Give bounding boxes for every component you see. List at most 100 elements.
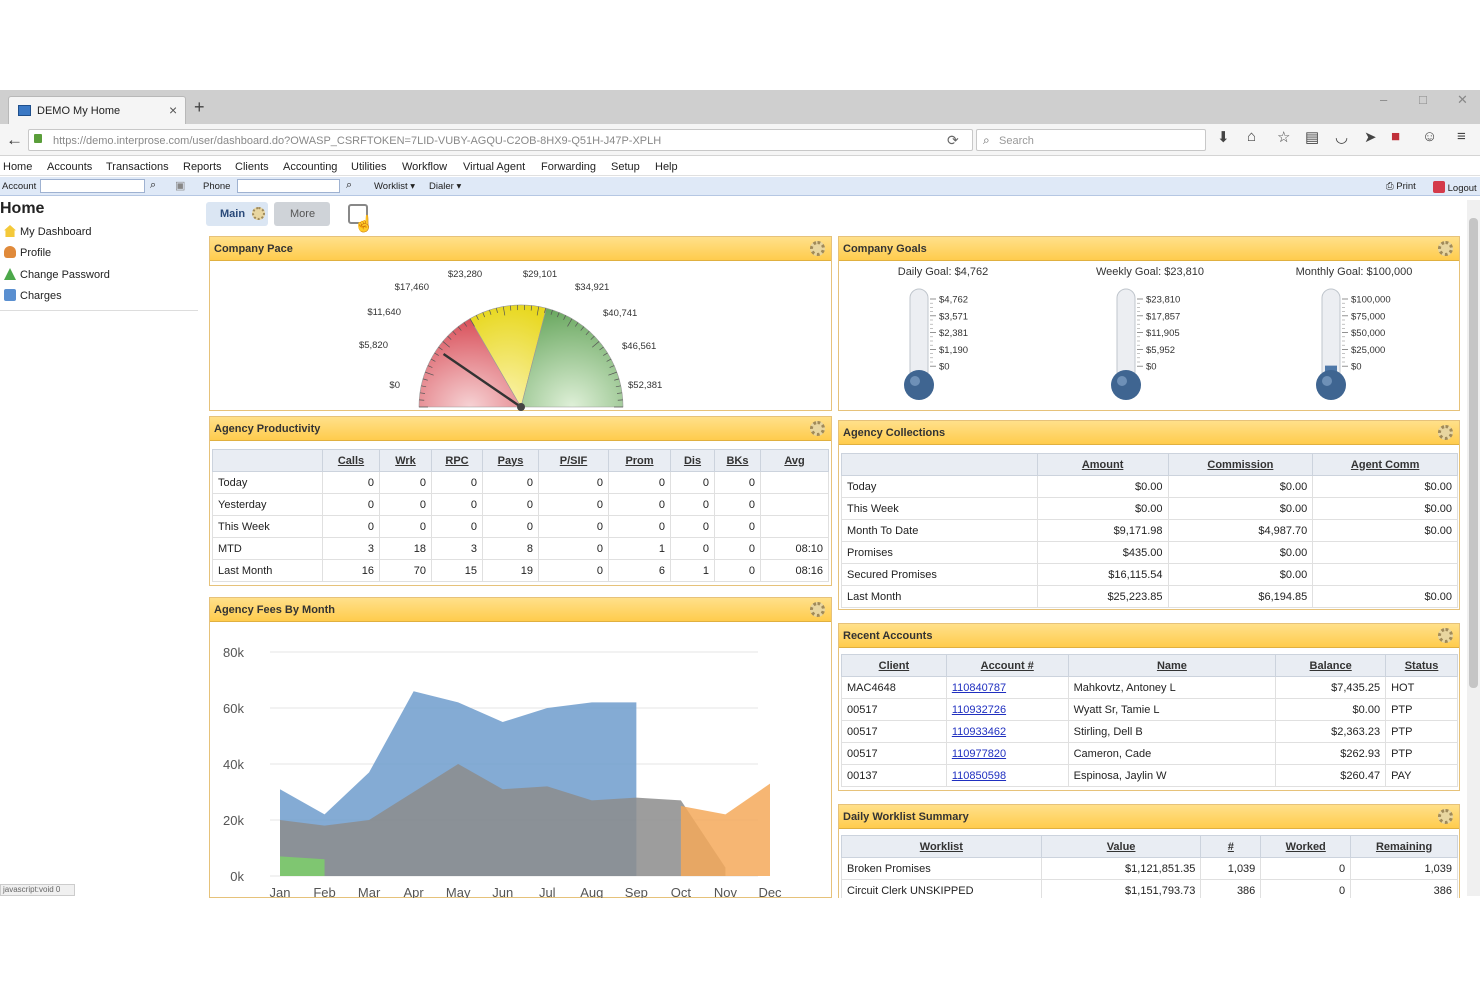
account-search-icon[interactable]: ⌕ (150, 179, 157, 191)
tab-strip: DEMO My Home × + – □ ✕ (0, 90, 1480, 124)
menu-workflow[interactable]: Workflow (402, 161, 448, 173)
reading-list-icon[interactable]: ▤ (1305, 129, 1320, 146)
column-header[interactable]: Status (1385, 654, 1458, 677)
extension-icon[interactable]: ■ (1391, 128, 1401, 145)
column-header[interactable]: Amount (1036, 453, 1169, 476)
advanced-search-icon[interactable]: ▣ (175, 180, 186, 192)
column-header[interactable]: Commission (1167, 453, 1314, 476)
gear-icon[interactable] (1438, 809, 1453, 824)
bookmark-star-icon[interactable]: ☆ (1277, 129, 1291, 146)
menu-clients[interactable]: Clients (235, 161, 269, 173)
account-link[interactable]: 110977820 (951, 747, 1007, 760)
gear-icon[interactable] (252, 207, 265, 220)
column-header[interactable]: Name (1067, 654, 1277, 677)
phone-search-icon[interactable]: ⌕ (346, 179, 353, 191)
account-link[interactable]: 110840787 (951, 681, 1007, 694)
table-cell: 0 (431, 471, 483, 494)
column-header[interactable]: Wrk (379, 449, 432, 472)
scrollbar-thumb[interactable] (1469, 218, 1478, 688)
phone-search-input[interactable] (237, 179, 340, 193)
browser-tab[interactable]: DEMO My Home × (8, 96, 186, 124)
gear-icon[interactable] (810, 421, 825, 436)
gear-icon[interactable] (810, 241, 825, 256)
dialer-dropdown[interactable]: Dialer ▾ (429, 181, 462, 192)
column-header[interactable]: Avg (760, 449, 829, 472)
sidebar-item-charges[interactable]: Charges (4, 289, 62, 302)
logout-icon (1433, 181, 1445, 193)
column-header[interactable]: Value (1040, 835, 1202, 858)
minimize-icon[interactable]: – (1380, 92, 1388, 107)
gear-icon[interactable] (810, 602, 825, 617)
back-arrow-icon[interactable]: ← (6, 130, 23, 149)
table-cell: 0 (379, 515, 432, 538)
window-close-icon[interactable]: ✕ (1457, 92, 1468, 107)
menu-transactions[interactable]: Transactions (106, 161, 169, 173)
account-link[interactable]: 110932726 (951, 703, 1007, 716)
add-widget-icon[interactable] (348, 204, 368, 224)
menu-accounting[interactable]: Accounting (283, 161, 338, 173)
tab-more[interactable]: More (274, 202, 330, 226)
gauge-tick (609, 365, 615, 368)
logout-button[interactable]: Logout (1433, 181, 1477, 194)
browser-search-input[interactable]: ⌕ Search (976, 129, 1206, 151)
column-header[interactable]: Account # (945, 654, 1069, 677)
column-header[interactable]: Dis (670, 449, 715, 472)
address-bar[interactable]: https://demo.interprose.com/user/dashboa… (28, 129, 973, 151)
chat-icon[interactable]: ☺ (1422, 128, 1438, 145)
table-cell: 18 (379, 537, 432, 560)
column-header[interactable]: Balance (1275, 654, 1387, 677)
table-row: Secured Promises $16,115.54 $0.00 (841, 563, 1458, 586)
menu-help[interactable]: Help (655, 161, 678, 173)
maximize-icon[interactable]: □ (1419, 92, 1427, 107)
table-cell: 0 (670, 515, 715, 538)
account-search-input[interactable] (40, 179, 145, 193)
menu-forwarding[interactable]: Forwarding (541, 161, 597, 173)
menu-utilities[interactable]: Utilities (351, 161, 387, 173)
column-header[interactable]: Agent Comm (1312, 453, 1458, 476)
agency-fees-panel: Agency Fees By Month 0k 20k 40k 60k 80k Jan Fe… (209, 597, 832, 898)
column-header[interactable]: Client (841, 654, 947, 677)
table-cell: $25,223.85 (1036, 585, 1169, 608)
collections-table: Amount Commission Agent Comm Today $0.00 $0.0… (841, 453, 1458, 608)
sidebar-item-my-dashboard[interactable]: My Dashboard (4, 225, 92, 238)
page-scrollbar[interactable] (1467, 200, 1480, 896)
menu-home[interactable]: Home (3, 161, 33, 173)
column-header[interactable]: BKs (714, 449, 761, 472)
gear-icon[interactable] (1438, 425, 1453, 440)
gear-icon[interactable] (1438, 241, 1453, 256)
sidebar-item-change-password[interactable]: Change Password (4, 268, 110, 281)
tab-main[interactable]: Main (206, 202, 268, 226)
table-cell: 00517 (841, 720, 947, 743)
column-header[interactable]: Prom (608, 449, 671, 472)
account-link[interactable]: 110933462 (951, 725, 1007, 738)
column-header[interactable]: # (1200, 835, 1262, 858)
menu-setup[interactable]: Setup (611, 161, 640, 173)
new-tab-icon[interactable]: + (194, 97, 205, 117)
column-header[interactable]: Pays (482, 449, 539, 472)
x-tick-label: Oct (671, 885, 692, 898)
column-header[interactable]: Remaining (1350, 835, 1458, 858)
home-icon[interactable]: ⌂ (1247, 128, 1257, 145)
reload-icon[interactable]: ⟳ (947, 132, 959, 148)
column-header[interactable]: RPC (431, 449, 483, 472)
menu-accounts[interactable]: Accounts (47, 161, 93, 173)
sidebar-item-profile[interactable]: Profile (4, 246, 51, 259)
table-cell: HOT (1385, 676, 1458, 699)
download-icon[interactable]: ⬇ (1217, 129, 1230, 146)
close-tab-icon[interactable]: × (169, 102, 178, 118)
hamburger-menu-icon[interactable]: ≡ (1457, 128, 1466, 145)
column-header[interactable]: Worklist (841, 835, 1042, 858)
column-header[interactable]: Worked (1260, 835, 1352, 858)
worklist-dropdown[interactable]: Worklist ▾ (374, 181, 416, 192)
search-icon: ⌕ (983, 133, 990, 147)
send-icon[interactable]: ➤ (1364, 129, 1377, 146)
menu-reports[interactable]: Reports (183, 161, 222, 173)
pocket-icon[interactable]: ◡ (1335, 129, 1349, 146)
account-link[interactable]: 110850598 (951, 769, 1007, 782)
column-header[interactable]: P/SIF (538, 449, 609, 472)
print-button[interactable]: ⎙ Print (1386, 181, 1416, 192)
column-header[interactable]: Calls (322, 449, 380, 472)
gear-icon[interactable] (1438, 628, 1453, 643)
menu-virtual-agent[interactable]: Virtual Agent (463, 161, 526, 173)
thermometer-tick-label: $23,810 (1146, 295, 1180, 306)
